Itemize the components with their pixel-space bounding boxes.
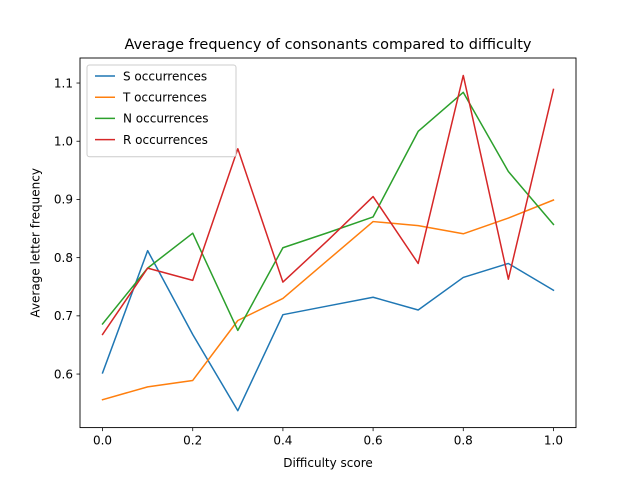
series-line-t xyxy=(101,199,555,401)
x-tick-label: 0.4 xyxy=(273,434,292,448)
chart-title: Average frequency of consonants compared… xyxy=(125,37,532,53)
y-tick-label: 0.8 xyxy=(54,251,73,265)
series-line-r xyxy=(101,74,555,336)
y-tick-label: 0.9 xyxy=(54,193,73,207)
series-line-s xyxy=(101,249,555,412)
series-line-n xyxy=(101,91,555,332)
x-axis-title: Difficulty score xyxy=(283,456,373,470)
legend-label: R occurrences xyxy=(123,133,208,147)
x-tick-label: 0.8 xyxy=(454,434,473,448)
legend-label: S occurrences xyxy=(123,69,207,83)
x-tick-label: 0.2 xyxy=(183,434,202,448)
x-tick-label: 1.0 xyxy=(544,434,563,448)
legend: S occurrences T occurrences N occurrences R… xyxy=(86,64,237,158)
y-tick-label: 1.1 xyxy=(54,76,73,90)
legend-box xyxy=(86,64,237,158)
series-layer xyxy=(101,74,555,412)
y-tick-label: 0.7 xyxy=(54,309,73,323)
legend-label: T occurrences xyxy=(122,91,207,105)
plot-frame xyxy=(79,57,577,429)
x-tick-label: 0.6 xyxy=(364,434,383,448)
x-axis: 0.0 0.2 0.4 0.6 0.8 1.0 xyxy=(93,427,563,448)
y-axis: 0.6 0.7 0.8 0.9 1.0 1.1 xyxy=(54,76,80,381)
y-tick-label: 0.6 xyxy=(54,367,73,381)
y-tick-label: 1.0 xyxy=(54,135,73,149)
x-tick-label: 0.0 xyxy=(93,434,112,448)
legend-label: N occurrences xyxy=(123,112,209,126)
y-axis-title: Average letter frequency xyxy=(29,168,43,318)
